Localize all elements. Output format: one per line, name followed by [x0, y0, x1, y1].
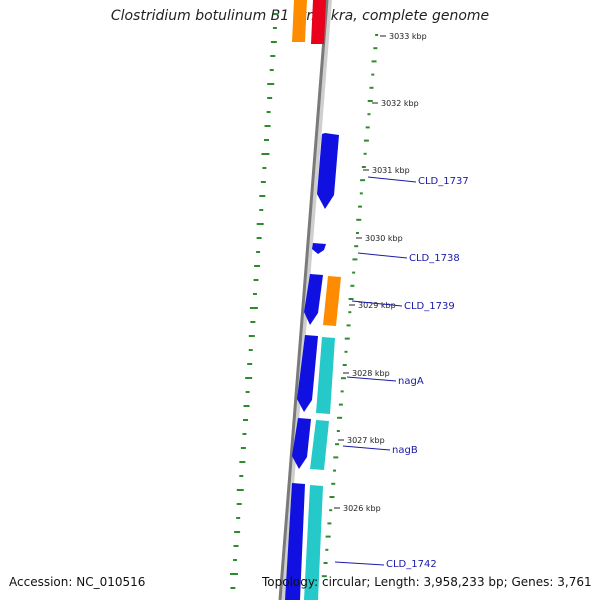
- gc-content-ring-inner: [229, 13, 279, 589]
- gene-label[interactable]: CLD_1739: [404, 301, 455, 312]
- gene-cld-1738: [312, 243, 326, 254]
- gene-cld-1739-reverse: [323, 276, 341, 326]
- gene-cld-1739-forward: [304, 274, 323, 325]
- feature-red-top: [311, 0, 326, 44]
- feature-orange-top: [292, 0, 307, 42]
- gene-leader-line: [351, 300, 403, 307]
- scale-tick-label: 3026 kbp: [343, 504, 381, 513]
- gene-leader-line: [342, 445, 391, 451]
- gene-nagb-reverse: [310, 420, 329, 470]
- scale-tick-label: 3031 kbp: [372, 166, 410, 175]
- scale-tick-label: 3027 kbp: [347, 436, 385, 445]
- gene-naga-forward: [297, 335, 318, 412]
- gene-naga-reverse: [316, 337, 335, 414]
- gene-label[interactable]: CLD_1738: [409, 253, 460, 264]
- gene-label[interactable]: nagA: [398, 376, 424, 387]
- gene-cld-1742-forward: [285, 483, 305, 600]
- gene-leader-line: [367, 176, 417, 183]
- gene-leader-line: [357, 252, 408, 259]
- scale-tick-label: 3033 kbp: [389, 32, 427, 41]
- gene-label[interactable]: nagB: [392, 445, 418, 456]
- scale-tick-label: 3030 kbp: [365, 234, 403, 243]
- accession-text: Accession: NC_010516: [9, 575, 146, 589]
- topology-text: Topology: circular; Length: 3,958,233 bp…: [262, 575, 592, 589]
- genome-backbone-shadow: [279, 0, 332, 600]
- gene-cld-1742-reverse: [304, 485, 323, 600]
- gene-label[interactable]: CLD_1737: [418, 176, 469, 187]
- scale-tick-group: 3033 kbp 3032 kbp 3031 kbp 3030 kbp 3029 kbp…: [334, 32, 427, 513]
- gc-content-ring-outer: [321, 34, 379, 578]
- gene-label-group: CLD_1737 CLD_1738 CLD_1739 nagA nagB CLD_1742: [334, 176, 469, 570]
- scale-tick-label: 3029 kbp: [358, 301, 396, 310]
- gene-leader-line: [334, 561, 385, 566]
- gene-nagb-forward: [292, 418, 311, 469]
- gene-leader-line: [346, 376, 397, 382]
- scale-tick-label: 3032 kbp: [381, 99, 419, 108]
- gene-cld-1737: [317, 133, 339, 209]
- genome-backbone: [278, 0, 329, 600]
- gene-label[interactable]: CLD_1742: [386, 559, 437, 570]
- scale-tick-label: 3028 kbp: [352, 369, 390, 378]
